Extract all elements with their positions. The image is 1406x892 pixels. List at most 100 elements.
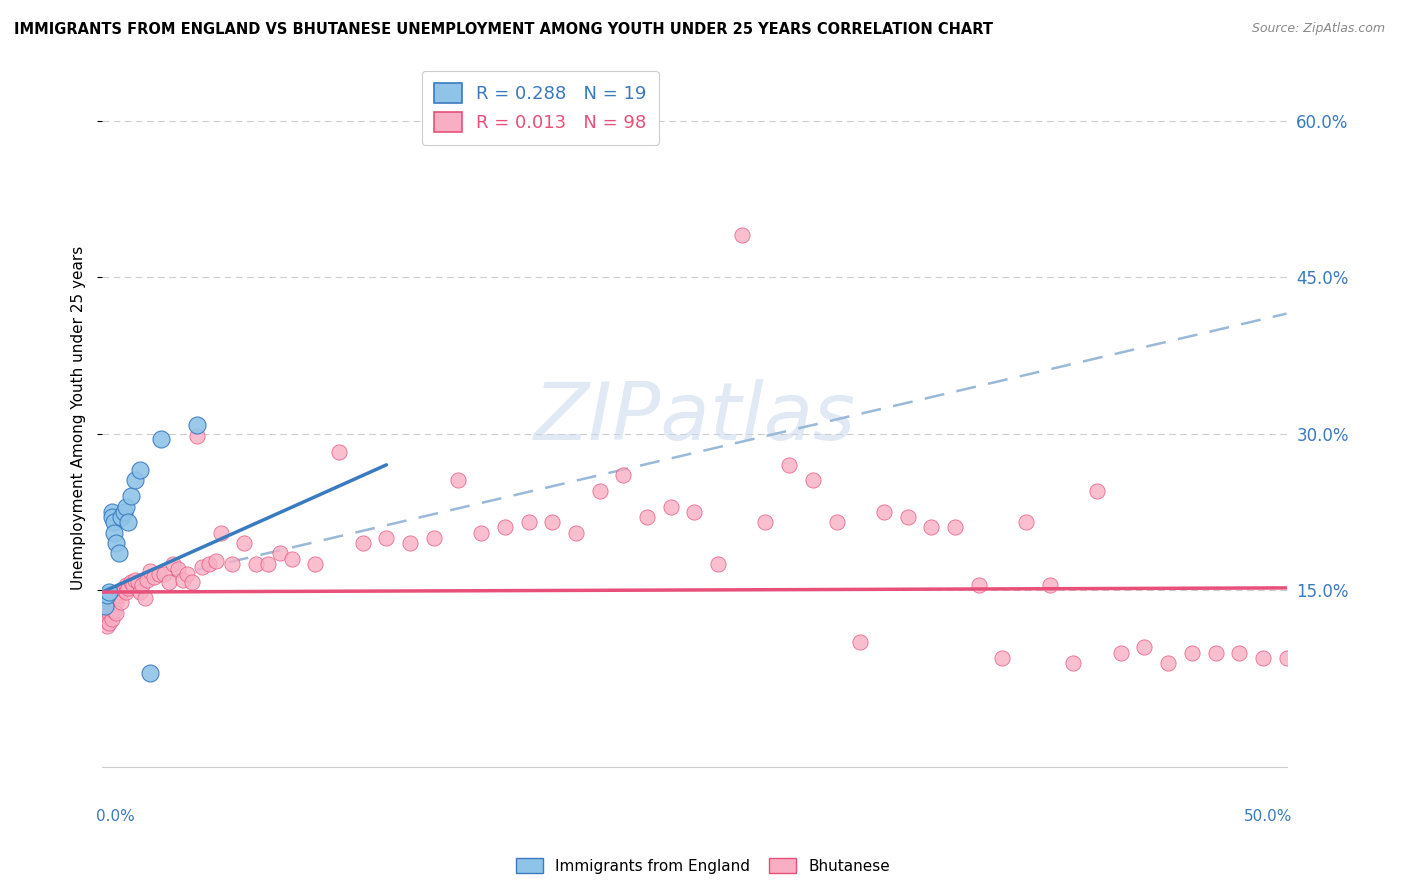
Point	[105, 606, 128, 620]
Point	[731, 228, 754, 243]
Point	[825, 515, 848, 529]
Point	[1251, 650, 1274, 665]
Point	[849, 635, 872, 649]
Point	[103, 604, 125, 618]
Point	[129, 585, 152, 599]
Point	[115, 578, 138, 592]
Point	[186, 428, 208, 442]
Point	[93, 604, 115, 618]
Point	[176, 567, 198, 582]
Point	[1015, 515, 1038, 529]
Point	[186, 418, 208, 433]
Point	[659, 500, 682, 514]
Point	[103, 525, 125, 540]
Point	[96, 609, 118, 624]
Point	[129, 463, 152, 477]
Point	[967, 578, 990, 592]
Point	[105, 595, 128, 609]
Point	[120, 489, 142, 503]
Point	[162, 557, 184, 571]
Point	[138, 564, 160, 578]
Point	[96, 588, 118, 602]
Point	[103, 515, 125, 529]
Point	[124, 573, 146, 587]
Point	[143, 570, 166, 584]
Point	[1393, 656, 1406, 670]
Point	[1062, 656, 1084, 670]
Point	[1109, 646, 1132, 660]
Point	[172, 573, 194, 587]
Point	[122, 578, 145, 592]
Point	[683, 505, 706, 519]
Point	[93, 599, 115, 613]
Point	[352, 536, 374, 550]
Point	[127, 574, 149, 589]
Point	[110, 585, 132, 599]
Text: 0.0%: 0.0%	[96, 809, 135, 824]
Point	[100, 612, 122, 626]
Point	[100, 510, 122, 524]
Point	[446, 474, 468, 488]
Point	[470, 525, 492, 540]
Point	[423, 531, 446, 545]
Point	[257, 557, 280, 571]
Point	[897, 510, 920, 524]
Point	[1133, 640, 1156, 655]
Point	[778, 458, 800, 472]
Point	[110, 595, 132, 609]
Point	[107, 546, 129, 560]
Point	[280, 551, 302, 566]
Point	[612, 468, 634, 483]
Point	[1369, 650, 1392, 665]
Point	[209, 525, 232, 540]
Point	[117, 581, 139, 595]
Point	[136, 573, 159, 587]
Point	[399, 536, 422, 550]
Point	[375, 531, 398, 545]
Point	[304, 557, 326, 571]
Point	[96, 619, 118, 633]
Point	[1205, 646, 1227, 660]
Point	[1323, 650, 1346, 665]
Text: IMMIGRANTS FROM ENGLAND VS BHUTANESE UNEMPLOYMENT AMONG YOUTH UNDER 25 YEARS COR: IMMIGRANTS FROM ENGLAND VS BHUTANESE UNE…	[14, 22, 993, 37]
Point	[181, 574, 204, 589]
Point	[100, 601, 122, 615]
Point	[588, 483, 610, 498]
Point	[801, 474, 824, 488]
Point	[328, 445, 350, 459]
Point	[221, 557, 243, 571]
Point	[93, 614, 115, 628]
Text: 50.0%: 50.0%	[1244, 809, 1292, 824]
Point	[1181, 646, 1204, 660]
Point	[107, 588, 129, 602]
Point	[105, 536, 128, 550]
Point	[115, 585, 138, 599]
Point	[233, 536, 256, 550]
Point	[517, 515, 540, 529]
Point	[1347, 656, 1369, 670]
Point	[1039, 578, 1062, 592]
Point	[112, 582, 135, 597]
Point	[117, 515, 139, 529]
Point	[1157, 656, 1180, 670]
Point	[494, 520, 516, 534]
Point	[920, 520, 942, 534]
Point	[120, 574, 142, 589]
Point	[138, 666, 160, 681]
Point	[124, 474, 146, 488]
Point	[134, 591, 156, 606]
Point	[754, 515, 776, 529]
Point	[153, 567, 176, 582]
Point	[991, 650, 1014, 665]
Point	[1227, 646, 1250, 660]
Point	[636, 510, 658, 524]
Point	[103, 593, 125, 607]
Text: ZIPatlas: ZIPatlas	[533, 379, 855, 457]
Y-axis label: Unemployment Among Youth under 25 years: Unemployment Among Youth under 25 years	[72, 246, 86, 590]
Point	[1275, 650, 1298, 665]
Point	[157, 574, 180, 589]
Point	[1299, 656, 1322, 670]
Point	[541, 515, 564, 529]
Point	[115, 500, 138, 514]
Point	[112, 505, 135, 519]
